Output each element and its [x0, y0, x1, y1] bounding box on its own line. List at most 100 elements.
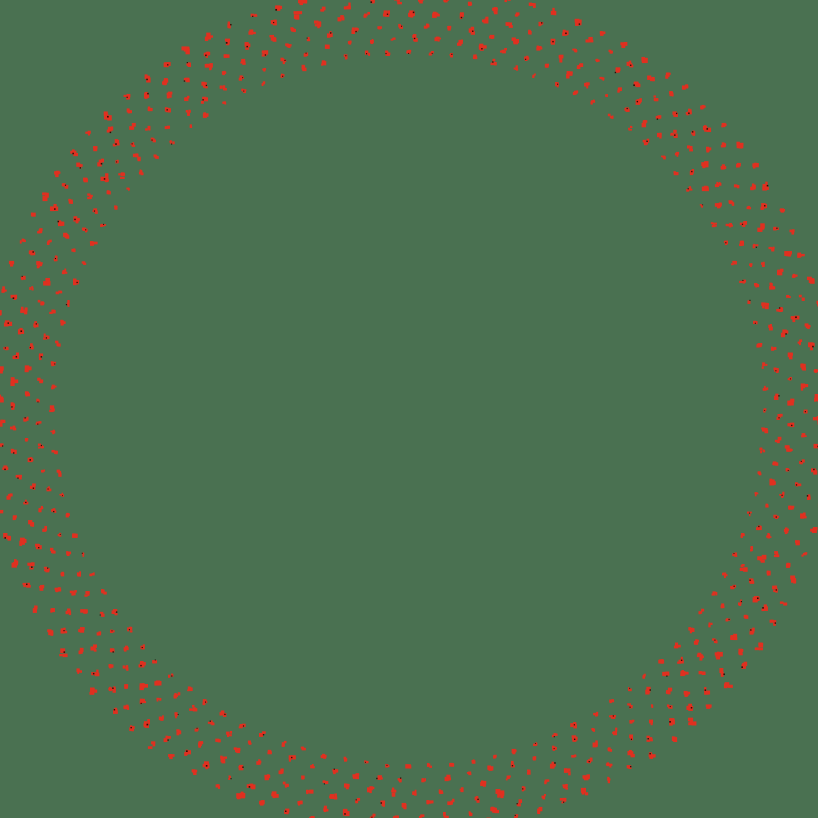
dot-marker	[306, 36, 311, 42]
dot-marker	[521, 786, 526, 792]
dot-marker	[800, 383, 809, 391]
dot-marker	[769, 282, 776, 290]
dot-marker	[434, 36, 442, 42]
dot-marker	[223, 54, 230, 58]
dot-marker	[60, 571, 65, 577]
dot-marker	[344, 783, 350, 790]
dot-marker	[443, 0, 450, 3]
dot-marker	[779, 491, 785, 498]
dot-marker	[756, 342, 763, 348]
dot-marker	[238, 723, 246, 729]
dot-marker	[449, 52, 453, 58]
dot-marker	[617, 87, 622, 93]
dot-marker	[96, 631, 102, 636]
dot-marker	[233, 747, 241, 754]
dot-marker	[800, 363, 807, 371]
dot-marker	[398, 23, 403, 29]
dot-marker	[657, 132, 662, 139]
dot-marker	[262, 68, 267, 72]
dot-marker	[280, 73, 285, 78]
dot-marker	[202, 699, 208, 706]
dot-marker	[412, 34, 418, 42]
dot-marker	[97, 158, 105, 167]
dot-marker	[541, 794, 547, 800]
dot-marker	[426, 762, 433, 768]
dot-marker	[10, 377, 19, 387]
dot-marker	[11, 559, 19, 568]
dot-marker	[480, 780, 487, 787]
dot-marker	[669, 91, 674, 97]
dot-marker	[721, 122, 727, 128]
dot-marker	[219, 85, 227, 91]
dot-marker	[258, 731, 266, 737]
dot-marker	[363, 11, 370, 18]
dot-marker	[723, 240, 729, 246]
dot-marker	[138, 169, 144, 176]
dot-marker	[49, 309, 56, 315]
dot-marker	[784, 445, 793, 452]
dot-marker	[0, 366, 4, 374]
dot-marker	[43, 333, 50, 340]
dot-marker	[332, 768, 339, 775]
dot-marker	[785, 562, 791, 568]
dot-marker	[798, 294, 805, 301]
dot-marker	[777, 268, 784, 276]
dot-marker	[3, 346, 9, 351]
dot-ring-ring-2	[35, 34, 783, 783]
dot-marker	[785, 468, 790, 472]
dot-marker	[800, 512, 807, 519]
dot-marker	[37, 228, 43, 234]
dot-marker	[426, 800, 434, 805]
dot-marker	[269, 34, 277, 42]
dot-marker	[401, 802, 407, 810]
dot-marker	[406, 49, 412, 55]
dot-marker	[614, 67, 621, 74]
dot-marker	[261, 50, 269, 57]
dot-marker	[669, 718, 675, 726]
dot-marker	[761, 427, 769, 434]
dot-marker	[752, 595, 760, 603]
dot-marker	[754, 283, 760, 288]
dot-marker	[238, 75, 244, 81]
dot-marker	[674, 151, 680, 157]
dot-marker	[221, 70, 227, 76]
dot-marker	[607, 747, 613, 752]
dot-marker	[514, 814, 519, 818]
dot-marker	[320, 6, 326, 12]
dot-marker	[92, 208, 98, 214]
dot-marker	[51, 508, 57, 513]
dot-marker	[673, 642, 681, 649]
dot-marker	[152, 659, 158, 664]
dot-marker	[468, 26, 475, 35]
dot-marker	[803, 409, 808, 414]
dot-marker	[1, 286, 7, 293]
dot-marker	[78, 627, 85, 633]
dot-marker	[156, 697, 162, 702]
dot-marker	[220, 755, 228, 764]
dot-marker	[391, 787, 397, 797]
dot-marker	[532, 73, 536, 78]
dot-marker	[774, 436, 782, 444]
dot-marker	[593, 711, 599, 717]
dot-marker	[428, 50, 434, 56]
dot-marker	[54, 587, 62, 593]
dot-marker	[51, 449, 58, 455]
dot-marker	[528, 29, 532, 35]
dot-marker	[787, 422, 795, 428]
dot-marker	[127, 626, 133, 633]
dot-marker	[59, 648, 68, 658]
dot-marker	[599, 31, 606, 36]
dot-marker	[642, 673, 646, 679]
dot-marker	[572, 48, 578, 53]
dot-marker	[204, 32, 214, 42]
dot-marker	[757, 223, 765, 232]
dot-marker	[773, 551, 780, 558]
dot-marker	[164, 107, 171, 113]
dot-marker	[686, 703, 694, 711]
dot-marker	[166, 91, 173, 99]
dot-marker	[129, 122, 136, 130]
dot-marker	[163, 62, 171, 68]
dot-marker	[61, 268, 68, 275]
dot-marker	[570, 722, 577, 729]
dot-marker	[169, 140, 175, 145]
